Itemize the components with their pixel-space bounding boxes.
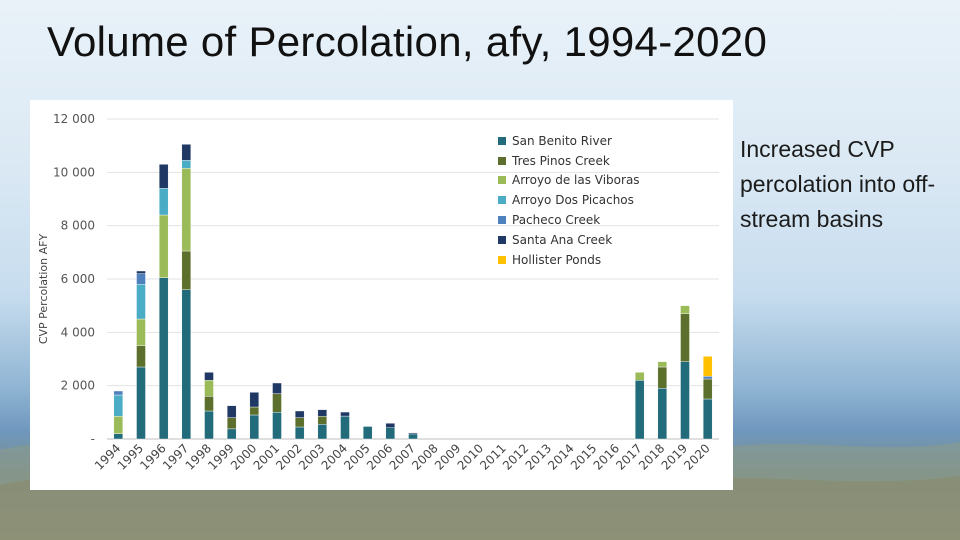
legend-item: Santa Ana Creek [498,230,640,250]
bar-segment [317,409,328,417]
y-tick-label: 6 000 [61,272,95,286]
bar-segment [226,417,237,430]
bar-segment [294,417,305,428]
bar-segment [113,416,124,434]
x-tick-label: 2020 [681,441,712,472]
bar-segment [294,410,305,418]
legend-label: Arroyo de las Viboras [512,173,640,188]
bar-segment [181,144,192,161]
bar-segment [158,214,169,278]
bar-segment [408,433,418,440]
bar-segment [204,380,214,397]
legend-swatch [498,216,506,225]
bar-segment [634,380,645,440]
bar-segment [136,318,146,346]
bar-segment [181,168,192,252]
bar-segment [158,164,169,189]
legend-swatch [498,196,506,205]
bar-segment [657,388,668,440]
bar-segment [113,394,124,417]
legend-label: San Benito River [512,133,612,148]
y-axis-title: CVP Percolation AFY [37,234,50,345]
legend-swatch [498,156,506,165]
legend-item: Arroyo de las Viboras [498,171,640,191]
y-tick-label: - [91,432,95,446]
legend-label: Arroyo Dos Picachos [512,193,634,208]
legend-item: Tres Pinos Creek [498,151,640,171]
bar-segment [634,372,645,381]
bar-segment [340,415,350,440]
bar-segment [181,250,192,290]
legend-label: Pacheco Creek [512,213,601,228]
bar-segment [680,361,690,440]
chart-legend: San Benito River Tres Pinos Creek Arroyo d… [498,131,640,270]
bar-segment [362,426,373,440]
legend-label: Santa Ana Creek [512,232,613,247]
bar-segment [272,412,282,440]
legend-item: San Benito River [498,131,640,151]
bar-segment [657,361,668,368]
legend-item: Arroyo Dos Picachos [498,190,640,210]
y-tick-label: 2 000 [61,379,95,393]
slide-title: Volume of Percolation, afy, 1994-2020 [47,18,768,65]
legend-swatch [498,235,506,244]
stacked-bar-chart: - 2 000 4 000 6 000 8 000 10 000 12 000 CVP Per… [37,112,719,473]
bar-segment [226,428,237,440]
bar-segment [113,390,124,396]
bar-segment [702,398,713,440]
bar-segment [181,160,192,169]
bar-segment [340,411,350,417]
slide-note: Increased CVP percolation into off-strea… [740,136,936,232]
bar-segment [136,273,146,285]
chart-panel: - 2 000 4 000 6 000 8 000 10 000 12 000 CVP Per… [30,100,733,490]
legend-item: Hollister Ponds [498,250,640,270]
bar-segment [226,405,237,418]
bar-segment [136,284,146,320]
bar-segment [680,313,690,362]
bar-segment [181,289,192,440]
bar-segment [204,410,214,440]
bar-segment [680,305,690,314]
bar-segment [294,426,305,440]
y-tick-label: 12 000 [53,112,95,126]
bar-segment [317,416,328,425]
legend-swatch [498,136,506,145]
bar-segment [702,376,713,380]
bar-segment [702,378,713,400]
bar-segment [136,366,146,440]
bar-segment [204,372,214,381]
legend-label: Hollister Ponds [512,252,602,267]
y-tick-label: 4 000 [61,325,95,339]
bar-segment [113,433,124,440]
bar-segment [702,356,713,377]
bar-segment [249,406,260,416]
legend-item: Pacheco Creek [498,210,640,230]
bar-segment [249,392,260,408]
bar-segment [272,382,282,394]
legend-label: Tres Pinos Creek [512,153,610,168]
bar-segment [204,396,214,412]
bar-segment [158,188,169,216]
bar-segment [385,423,396,428]
bar-segment [158,277,169,440]
bar-segment [272,393,282,413]
bar-segment [408,432,418,435]
y-tick-label: 8 000 [61,219,95,233]
legend-swatch [498,255,506,264]
legend-swatch [498,176,506,185]
bar-segment [385,427,396,440]
bar-segment [136,270,146,274]
bar-segment [317,424,328,440]
bar-segment [657,366,668,389]
bar-segment [249,414,260,440]
y-tick-label: 10 000 [53,165,95,179]
bar-segment [136,345,146,368]
